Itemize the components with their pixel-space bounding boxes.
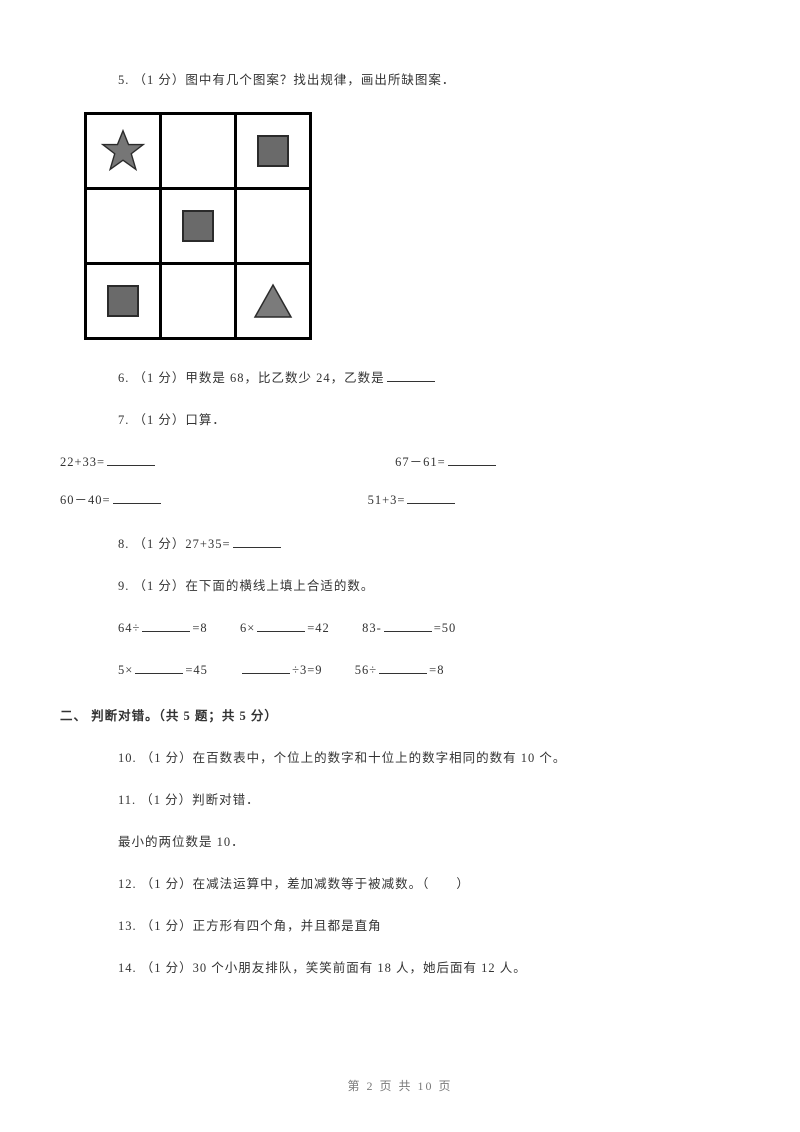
calc-row-1: 22+33= 67－61= (60, 452, 740, 472)
star-icon (88, 128, 158, 174)
question-8: 8. （1 分）27+35= (118, 534, 740, 554)
question-11-sub: 最小的两位数是 10． (118, 832, 740, 852)
q9b-a: 5× (118, 663, 133, 677)
pattern-grid (84, 112, 740, 340)
calc-1b: 67－61= (395, 452, 498, 472)
square-icon (163, 209, 233, 243)
blank (242, 661, 290, 674)
q12-text: 在减法运算中，差加减数等于被减数。（ ） (193, 877, 470, 891)
question-11: 11. （1 分）判断对错． (118, 790, 740, 810)
cell-0-0 (86, 114, 161, 189)
question-14: 14. （1 分）30 个小朋友排队，笑笑前面有 18 人，她后面有 12 人。 (118, 958, 740, 978)
q6-prefix: 6. （1 分） (118, 371, 185, 385)
cell-2-0 (86, 264, 161, 339)
q5-prefix: 5. （1 分） (118, 73, 185, 87)
triangle-icon (238, 282, 308, 320)
grid-table (84, 112, 312, 340)
square-icon (238, 134, 308, 168)
q9-prefix: 9. （1 分） (118, 579, 185, 593)
q9b-c: ÷3=9 (292, 663, 322, 677)
q7-prefix: 7. （1 分） (118, 413, 185, 427)
blank (233, 535, 281, 548)
q13-prefix: 13. （1 分） (118, 919, 193, 933)
calc-row-2: 60－40= 51+3= (60, 490, 740, 510)
q9b-e: =8 (429, 663, 444, 677)
calc-2b-text: 51+3= (368, 493, 406, 507)
calc-2a-text: 60－40= (60, 493, 111, 507)
cell-1-2 (236, 189, 311, 264)
blank (107, 453, 155, 466)
q7-text: 口算． (185, 413, 226, 427)
question-12: 12. （1 分）在减法运算中，差加减数等于被减数。（ ） (118, 874, 740, 894)
blank (113, 491, 161, 504)
question-9: 9. （1 分）在下面的横线上填上合适的数。 (118, 576, 740, 596)
blank (384, 619, 432, 632)
page-footer: 第 2 页 共 10 页 (0, 1077, 800, 1096)
cell-2-1 (161, 264, 236, 339)
q9a-a: 64÷ (118, 621, 140, 635)
q8-prefix: 8. （1 分） (118, 537, 185, 551)
q13-text: 正方形有四个角，并且都是直角 (193, 919, 382, 933)
cell-0-1 (161, 114, 236, 189)
q9b-d: 56÷ (355, 663, 377, 677)
q12-prefix: 12. （1 分） (118, 877, 193, 891)
question-6: 6. （1 分）甲数是 68，比乙数少 24，乙数是 (118, 368, 740, 388)
q8-text: 27+35= (185, 537, 230, 551)
calc-1a-text: 22+33= (60, 455, 105, 469)
q9a-b: =8 (192, 621, 207, 635)
cell-2-2 (236, 264, 311, 339)
blank (142, 619, 190, 632)
q6-text: 甲数是 68，比乙数少 24，乙数是 (185, 371, 384, 385)
q9a-e: 83- (362, 621, 382, 635)
question-13: 13. （1 分）正方形有四个角，并且都是直角 (118, 916, 740, 936)
square-icon (88, 284, 158, 318)
cell-1-0 (86, 189, 161, 264)
q10-text: 在百数表中，个位上的数字和十位上的数字相同的数有 10 个。 (193, 751, 567, 765)
q9a-c: 6× (240, 621, 255, 635)
q9a-d: =42 (307, 621, 330, 635)
blank (379, 661, 427, 674)
q10-prefix: 10. （1 分） (118, 751, 193, 765)
section-2-heading: 二、 判断对错。（共 5 题；共 5 分） (60, 706, 740, 726)
q11-prefix: 11. （1 分） (118, 793, 192, 807)
question-9-line1: 64÷ =8 6× =42 83- =50 (118, 618, 740, 638)
calc-2b: 51+3= (368, 490, 458, 510)
question-9-line2: 5× =45 ÷3=9 56÷ =8 (118, 660, 740, 680)
blank (387, 369, 435, 382)
q11-text: 判断对错． (192, 793, 260, 807)
q9a-f: =50 (434, 621, 457, 635)
page: 5. （1 分）图中有几个图案？找出规律，画出所缺图案． (0, 0, 800, 1132)
question-10: 10. （1 分）在百数表中，个位上的数字和十位上的数字相同的数有 10 个。 (118, 748, 740, 768)
question-5: 5. （1 分）图中有几个图案？找出规律，画出所缺图案． (118, 70, 740, 90)
blank (448, 453, 496, 466)
blank (135, 661, 183, 674)
cell-0-2 (236, 114, 311, 189)
q14-prefix: 14. （1 分） (118, 961, 193, 975)
calc-1a: 22+33= (60, 452, 157, 472)
question-7: 7. （1 分）口算． (118, 410, 740, 430)
blank (257, 619, 305, 632)
q9-text: 在下面的横线上填上合适的数。 (185, 579, 374, 593)
cell-1-1 (161, 189, 236, 264)
calc-1b-text: 67－61= (395, 455, 446, 469)
blank (407, 491, 455, 504)
q9b-b: =45 (185, 663, 208, 677)
q5-text: 图中有几个图案？找出规律，画出所缺图案． (185, 73, 455, 87)
calc-2a: 60－40= (60, 490, 163, 510)
q14-text: 30 个小朋友排队，笑笑前面有 18 人，她后面有 12 人。 (193, 961, 527, 975)
